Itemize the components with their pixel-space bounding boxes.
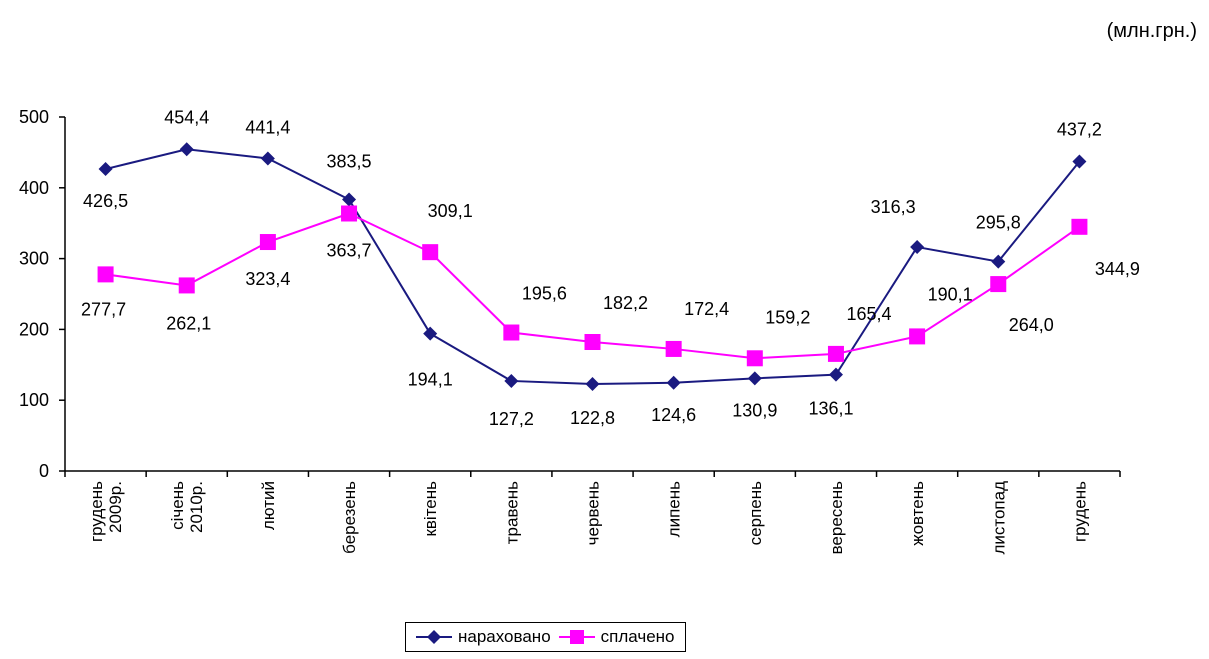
data-label-series-2: 363,7 <box>327 241 372 261</box>
data-point-series-1 <box>260 151 275 166</box>
data-label-series-1: 124,6 <box>651 405 696 425</box>
data-point-series-2 <box>584 334 601 351</box>
data-label-series-2: 323,4 <box>245 269 290 289</box>
data-point-series-1 <box>910 240 925 255</box>
data-point-series-2 <box>746 350 763 367</box>
x-tick-label: вересень <box>827 481 846 555</box>
legend-item-series-2: сплачено <box>558 627 675 647</box>
x-tick-label: листопад <box>989 481 1008 555</box>
data-point-series-2 <box>259 234 276 251</box>
data-label-series-2: 277,7 <box>81 299 126 319</box>
data-point-series-1 <box>666 375 681 390</box>
data-point-series-1 <box>98 162 113 177</box>
data-point-series-1 <box>342 192 357 207</box>
x-tick-label: січень <box>168 481 187 530</box>
chart-legend: нараховано сплачено <box>405 622 686 652</box>
y-tick-label: 500 <box>19 107 49 127</box>
data-point-series-2 <box>990 276 1007 293</box>
data-label-series-2: 344,9 <box>1095 259 1140 279</box>
legend-label-series-1: нараховано <box>458 627 551 646</box>
data-label-series-1: 454,4 <box>164 107 209 127</box>
data-point-series-2 <box>503 324 520 341</box>
data-label-series-1: 316,3 <box>871 197 916 217</box>
data-label-series-1: 441,4 <box>245 117 290 137</box>
x-tick-label: квітень <box>421 481 440 537</box>
x-tick-label: жовтень <box>908 481 927 546</box>
data-label-series-2: 190,1 <box>928 284 973 304</box>
data-label-series-1: 437,2 <box>1057 119 1102 139</box>
data-label-series-1: 136,1 <box>808 399 853 419</box>
data-label-series-1: 295,8 <box>976 213 1021 233</box>
x-tick-label: грудень <box>1070 481 1089 542</box>
y-tick-label: 100 <box>19 390 49 410</box>
data-label-series-2: 309,1 <box>428 201 473 221</box>
data-label-series-1: 130,9 <box>732 400 777 420</box>
data-point-series-1 <box>504 373 519 388</box>
x-tick-label: березень <box>340 481 359 554</box>
legend-swatch-square-icon <box>558 630 595 644</box>
y-tick-label: 300 <box>19 249 49 269</box>
x-tick-label: травень <box>502 481 521 544</box>
series-markers <box>97 142 1088 392</box>
data-label-series-2: 195,6 <box>522 284 567 304</box>
data-point-series-2 <box>909 328 926 345</box>
data-point-series-2 <box>1071 218 1088 235</box>
data-point-series-2 <box>341 205 358 222</box>
data-label-series-1: 122,8 <box>570 408 615 428</box>
y-tick-label: 0 <box>39 461 49 481</box>
data-point-series-1 <box>423 326 438 341</box>
data-point-series-2 <box>665 340 682 357</box>
data-point-series-1 <box>1072 154 1087 169</box>
data-point-series-2 <box>422 244 439 261</box>
legend-item-series-1: нараховано <box>416 627 551 647</box>
x-tick-label: грудень <box>87 481 106 542</box>
data-point-series-2 <box>97 266 114 283</box>
data-point-series-1 <box>828 367 843 382</box>
data-label-series-2: 159,2 <box>765 307 810 327</box>
data-label-series-1: 426,5 <box>83 191 128 211</box>
legend-swatch-diamond-icon <box>416 630 452 644</box>
data-label-series-2: 165,4 <box>846 304 891 324</box>
x-tick-label: 2009р. <box>106 481 125 533</box>
legend-label-series-2: сплачено <box>600 627 675 646</box>
data-point-series-1 <box>179 142 194 157</box>
data-point-series-1 <box>747 371 762 386</box>
x-tick-label: липень <box>665 481 684 537</box>
x-tick-label: 2010р. <box>187 481 206 533</box>
x-tick-label: червень <box>584 481 603 545</box>
y-tick-label: 200 <box>19 319 49 339</box>
y-tick-label: 400 <box>19 178 49 198</box>
data-labels: 426,5 454,4 441,4 383,5 194,1 127,2 122,8 124,6… <box>81 107 1140 429</box>
data-label-series-2: 172,4 <box>684 299 729 319</box>
data-label-series-2: 264,0 <box>1009 315 1054 335</box>
data-point-series-2 <box>827 345 844 362</box>
unit-label: (млн.грн.) <box>1106 20 1197 42</box>
data-label-series-2: 182,2 <box>603 293 648 313</box>
data-label-series-1: 194,1 <box>408 370 453 390</box>
data-point-series-1 <box>991 254 1006 269</box>
data-label-series-1: 383,5 <box>327 151 372 171</box>
x-tick-label: серпень <box>746 481 765 545</box>
data-label-series-2: 262,1 <box>166 313 211 333</box>
data-label-series-1: 127,2 <box>489 409 534 429</box>
data-point-series-1 <box>585 377 600 392</box>
x-tick-label: лютий <box>259 481 278 530</box>
data-point-series-2 <box>178 277 195 294</box>
